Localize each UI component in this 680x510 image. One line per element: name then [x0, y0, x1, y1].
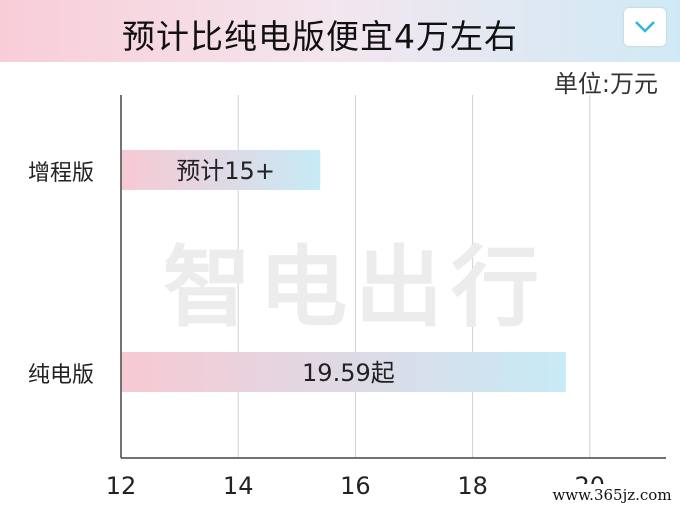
- x-tick-label: 12: [105, 472, 137, 500]
- chevron-down-icon: [635, 21, 655, 33]
- bar: [122, 150, 321, 190]
- x-tick-label: 18: [457, 472, 488, 500]
- x-tick-label: 16: [340, 472, 371, 500]
- x-tick-label: 14: [222, 472, 254, 500]
- title-banner: 预计比纯电版便宜4万左右: [0, 0, 680, 62]
- unit-label: 单位:万元: [553, 70, 658, 98]
- chart-title: 预计比纯电版便宜4万左右: [122, 17, 518, 56]
- expand-button[interactable]: [624, 8, 666, 46]
- site-watermark: www.365jz.com: [548, 484, 676, 506]
- data-label: 预计15+: [176, 157, 275, 185]
- bar: [122, 352, 566, 392]
- category-label: 增程版: [28, 161, 95, 186]
- brand-watermark: 智电出行: [163, 236, 547, 339]
- category-label: 纯电版: [28, 363, 95, 388]
- data-label: 19.59起: [302, 359, 395, 387]
